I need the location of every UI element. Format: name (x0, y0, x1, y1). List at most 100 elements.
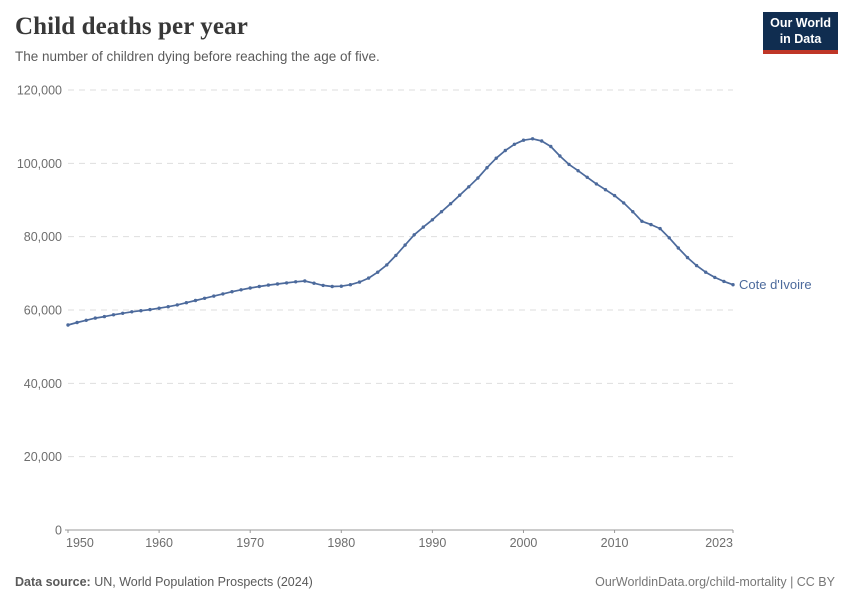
data-point[interactable] (339, 284, 343, 288)
data-point[interactable] (184, 301, 189, 305)
data-point[interactable] (640, 219, 644, 223)
data-point[interactable] (713, 275, 717, 280)
data-point[interactable] (84, 318, 88, 322)
data-point[interactable] (75, 320, 79, 325)
data-point[interactable] (257, 284, 261, 289)
page-title: Child deaths per year (15, 13, 248, 40)
data-point[interactable] (284, 281, 289, 285)
data-source-label: Data source: (15, 575, 91, 589)
data-point[interactable] (685, 255, 690, 260)
data-point[interactable] (248, 286, 252, 290)
data-point[interactable] (166, 305, 170, 309)
owid-logo[interactable]: Our World in Data (763, 12, 838, 54)
data-point[interactable] (694, 263, 699, 268)
data-point[interactable] (485, 166, 489, 170)
y-tick-label: 80,000 (24, 230, 62, 244)
entity-label[interactable]: Cote d'Ivoire (739, 277, 812, 292)
data-point[interactable] (330, 284, 334, 289)
data-point[interactable] (157, 306, 161, 310)
data-point[interactable] (202, 296, 207, 300)
data-point[interactable] (467, 185, 471, 189)
y-tick-label: 100,000 (17, 157, 62, 171)
data-point[interactable] (612, 193, 617, 198)
data-point[interactable] (111, 313, 116, 317)
data-point[interactable] (476, 176, 480, 180)
chart-svg: 0 20,000 40,000 60,000 80,000 100,000 120,000 1… (17, 84, 812, 551)
data-point[interactable] (722, 279, 726, 284)
chart-subtitle: The number of children dying before reac… (15, 49, 380, 64)
data-point[interactable] (312, 281, 316, 285)
data-point[interactable] (667, 236, 671, 240)
data-point[interactable] (394, 253, 398, 258)
trend-line[interactable] (67, 137, 734, 326)
data-point[interactable] (731, 283, 735, 287)
data-point[interactable] (430, 218, 435, 222)
data-point[interactable] (540, 139, 544, 143)
data-point[interactable] (585, 175, 589, 179)
data-point[interactable] (704, 270, 708, 274)
owid-logo-line1: Our World (770, 16, 831, 30)
data-point[interactable] (102, 314, 107, 319)
data-point[interactable] (303, 279, 307, 283)
data-point[interactable] (230, 290, 234, 294)
data-point[interactable] (412, 233, 416, 237)
data-point[interactable] (221, 292, 225, 296)
data-point[interactable] (549, 144, 553, 149)
data-point[interactable] (66, 323, 70, 327)
data-point[interactable] (448, 202, 453, 206)
data-point[interactable] (622, 201, 626, 205)
data-point[interactable] (658, 226, 662, 231)
data-point[interactable] (567, 162, 571, 167)
data-point[interactable] (603, 188, 608, 192)
data-point[interactable] (121, 311, 125, 315)
data-point[interactable] (348, 283, 353, 287)
data-point[interactable] (93, 316, 98, 320)
data-point[interactable] (403, 243, 407, 247)
data-point[interactable] (576, 169, 580, 173)
data-point[interactable] (239, 288, 243, 292)
owid-logo-line2: in Data (779, 31, 822, 46)
data-point[interactable] (175, 303, 179, 307)
data-point[interactable] (193, 298, 198, 303)
credit-link[interactable]: OurWorldinData.org/child-mortality | CC … (595, 575, 835, 589)
chart-area: 0 20,000 40,000 60,000 80,000 100,000 120,000 1… (0, 80, 850, 551)
data-point[interactable] (294, 280, 298, 284)
data-point[interactable] (494, 156, 498, 160)
x-tick-label: 2000 (510, 536, 538, 550)
data-point[interactable] (631, 210, 635, 214)
data-point[interactable] (357, 280, 362, 284)
x-tick-label: 1990 (418, 536, 446, 550)
data-point[interactable] (385, 263, 389, 267)
data-point[interactable] (649, 222, 653, 227)
data-point[interactable] (212, 294, 216, 298)
data-point[interactable] (676, 246, 680, 250)
data-point[interactable] (439, 210, 444, 214)
data-point[interactable] (530, 137, 535, 141)
data-point[interactable] (148, 307, 152, 312)
data-point[interactable] (512, 142, 517, 146)
x-tick-label: 2010 (601, 536, 629, 550)
x-tick-label: 1950 (66, 536, 94, 550)
chart-footer: Data source: UN, World Population Prospe… (15, 575, 835, 589)
data-point[interactable] (266, 283, 271, 287)
data-point[interactable] (130, 310, 134, 314)
data-point[interactable] (366, 276, 371, 280)
data-point[interactable] (421, 225, 425, 229)
y-tick-label: 60,000 (24, 304, 62, 318)
y-tick-label: 0 (55, 524, 62, 538)
x-tick-label: 1960 (145, 536, 173, 550)
x-tick-label: 1980 (327, 536, 355, 550)
data-point[interactable] (275, 282, 280, 286)
data-point[interactable] (503, 148, 507, 153)
data-point[interactable] (458, 193, 462, 197)
data-point[interactable] (321, 283, 325, 288)
data-point[interactable] (558, 154, 562, 158)
x-tick-label: 2023 (705, 536, 733, 550)
data-point[interactable] (139, 309, 143, 313)
x-tick-label: 1970 (236, 536, 264, 550)
data-point[interactable] (376, 270, 380, 274)
y-tick-label: 20,000 (24, 450, 62, 464)
data-point[interactable] (594, 182, 599, 186)
data-point[interactable] (521, 138, 526, 142)
